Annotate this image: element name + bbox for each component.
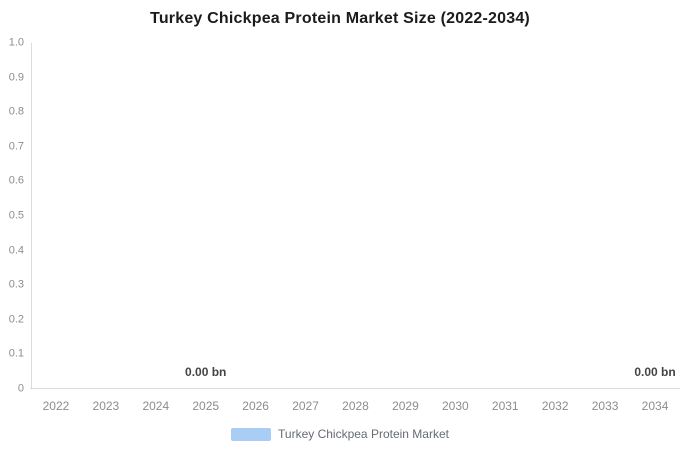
x-axis-tick-label: 2024 — [142, 399, 170, 413]
x-axis-tick-label: 2031 — [491, 399, 519, 413]
x-axis-tick-label: 2030 — [441, 399, 469, 413]
legend-item[interactable]: Turkey Chickpea Protein Market — [0, 426, 680, 443]
x-axis-line — [30, 388, 680, 389]
y-axis-tick-label: 0.1 — [8, 347, 24, 360]
y-axis-tick-labels: 0 0.1 0.2 0.3 0.4 0.5 0.6 0.7 0.8 0.9 1.0 — [0, 0, 24, 450]
x-axis-tick-label: 2022 — [42, 399, 70, 413]
y-axis-tick-label: 0.4 — [8, 244, 24, 257]
y-axis-tick-label: 0.6 — [8, 174, 24, 187]
x-axis-tick-label: 2028 — [342, 399, 369, 413]
x-axis-tick-label: 2023 — [92, 399, 120, 413]
legend-label: Turkey Chickpea Protein Market — [278, 427, 449, 441]
y-axis-tick-label: 0.9 — [8, 71, 24, 84]
y-axis-tick-label: 0 — [17, 382, 24, 395]
x-axis-tick-label: 2025 — [192, 399, 220, 413]
x-axis-tick-label: 2034 — [641, 399, 669, 413]
x-axis-tick-label: 2029 — [392, 399, 419, 413]
legend-swatch[interactable] — [231, 428, 272, 441]
value-label: 0.00 bn — [185, 365, 227, 379]
x-axis-tick-label: 2032 — [541, 399, 569, 413]
x-axis-tick-label: 2027 — [292, 399, 319, 413]
y-axis-line — [31, 43, 32, 389]
y-axis-tick-label: 0.2 — [8, 313, 24, 326]
value-label: 0.00 bn — [634, 365, 676, 379]
y-axis-tick-label: 0.5 — [8, 209, 24, 222]
chart-title: Turkey Chickpea Protein Market Size (202… — [150, 10, 530, 27]
y-axis-tick-label: 0.3 — [8, 278, 24, 291]
y-axis-tick-label: 1.0 — [8, 36, 24, 49]
y-axis-tick-label: 0.7 — [8, 140, 24, 153]
x-axis-tick-label: 2026 — [242, 399, 269, 413]
y-axis-tick-label: 0.8 — [8, 105, 24, 118]
x-axis-tick-label: 2033 — [591, 399, 619, 413]
